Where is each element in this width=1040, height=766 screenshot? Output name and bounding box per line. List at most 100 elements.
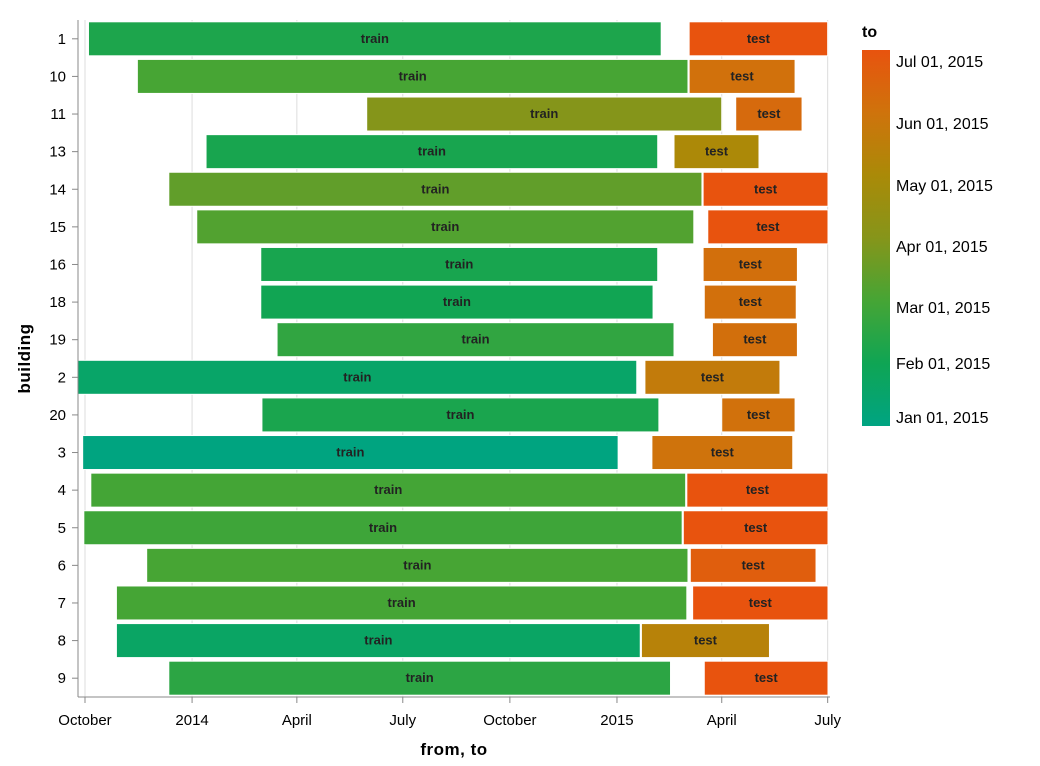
bar-label: test <box>757 106 781 121</box>
bar-label: test <box>705 144 729 159</box>
bar-test <box>688 21 829 57</box>
bar-label: train <box>418 144 446 159</box>
legend-label: Jun 01, 2015 <box>896 116 989 133</box>
bars-group: train test train test train test train test trai… <box>77 21 829 696</box>
y-tick-label: 2 <box>58 369 66 386</box>
bar-label: train <box>446 407 474 422</box>
bar-train <box>115 585 688 621</box>
bar-test <box>702 171 829 207</box>
bar-label: train <box>403 557 431 572</box>
bar-test <box>707 209 829 245</box>
bar-label: train <box>461 332 489 347</box>
bar-label: train <box>530 106 558 121</box>
bar-label: train <box>369 520 397 535</box>
y-tick-label: 5 <box>58 520 66 537</box>
bar-label: test <box>749 595 773 610</box>
x-tick-label: July <box>389 712 416 729</box>
bar-label: test <box>739 256 763 271</box>
bar-label: test <box>746 482 770 497</box>
bar-train <box>82 435 619 471</box>
bar-label: train <box>343 369 371 384</box>
bar-train <box>196 209 695 245</box>
bar-train <box>205 134 659 170</box>
x-tick-label: October <box>58 712 111 729</box>
bar-train <box>260 246 659 282</box>
x-tick-label: April <box>282 712 312 729</box>
bar-train <box>90 472 687 508</box>
bar-train <box>87 21 662 57</box>
y-tick-label: 9 <box>58 670 66 687</box>
bar-label: test <box>711 445 735 460</box>
legend-label: May 01, 2015 <box>896 178 993 195</box>
bar-label: test <box>739 294 763 309</box>
bar-label: train <box>443 294 471 309</box>
bar-label: test <box>747 31 771 46</box>
y-tick-label: 1 <box>58 31 66 48</box>
grid-lines <box>84 20 829 697</box>
legend-label: Jan 01, 2015 <box>896 410 989 427</box>
x-tick-label: April <box>707 712 737 729</box>
y-tick-label: 19 <box>49 332 66 349</box>
legend-label: Jul 01, 2015 <box>896 54 983 71</box>
y-tick-label: 14 <box>49 181 66 198</box>
y-axis-title: building <box>15 323 34 393</box>
y-tick-label: 3 <box>58 445 66 462</box>
y-tick-label: 11 <box>50 106 66 123</box>
x-tick-label: October <box>483 712 536 729</box>
bar-label: test <box>755 670 779 685</box>
bar-test <box>692 585 829 621</box>
y-tick-label: 18 <box>49 294 66 311</box>
bar-test <box>644 359 781 395</box>
bar-test <box>721 397 796 433</box>
bar-test <box>689 547 817 583</box>
bar-label: test <box>756 219 780 234</box>
bar-label: test <box>694 633 718 648</box>
bar-test <box>651 435 794 471</box>
bar-label: train <box>445 256 473 271</box>
bar-train <box>168 171 703 207</box>
y-tick-label: 4 <box>58 482 66 499</box>
bar-test <box>703 660 829 696</box>
bar-label: train <box>421 181 449 196</box>
bar-train <box>260 284 654 320</box>
x-tick-label: 2015 <box>600 712 633 729</box>
bar-test <box>686 472 829 508</box>
bar-train <box>146 547 689 583</box>
x-axis-title: from, to <box>420 740 487 759</box>
bar-label: train <box>361 31 389 46</box>
bar-train <box>115 623 641 659</box>
bar-train <box>136 58 689 94</box>
bar-label: test <box>731 68 755 83</box>
legend-label: Apr 01, 2015 <box>896 239 988 256</box>
y-tick-label: 20 <box>49 407 66 424</box>
bar-test <box>673 134 760 170</box>
bar-label: test <box>701 369 725 384</box>
bar-test <box>711 322 798 358</box>
bar-label: test <box>747 407 771 422</box>
legend-label: Mar 01, 2015 <box>896 300 990 317</box>
bar-train <box>366 96 723 132</box>
x-tick-label: July <box>814 712 841 729</box>
bar-label: test <box>754 181 778 196</box>
bar-train <box>168 660 672 696</box>
y-tick-label: 10 <box>49 68 66 85</box>
bar-label: test <box>742 557 766 572</box>
y-tick-label: 8 <box>58 633 66 650</box>
bar-label: test <box>743 332 767 347</box>
bar-label: train <box>374 482 402 497</box>
bar-test <box>688 58 796 94</box>
y-tick-label: 6 <box>58 557 66 574</box>
bar-label: train <box>399 68 427 83</box>
bar-test <box>682 510 829 546</box>
color-legend: to Jul 01, 2015 Jun 01, 2015 May 01, 2015 A… <box>862 24 993 427</box>
x-tick-label: 2014 <box>175 712 208 729</box>
y-tick-label: 13 <box>49 144 66 161</box>
bar-train <box>83 510 683 546</box>
bar-label: train <box>364 633 392 648</box>
legend-title: to <box>862 24 877 41</box>
legend-label: Feb 01, 2015 <box>896 356 990 373</box>
bar-label: train <box>336 445 364 460</box>
y-tick-label: 16 <box>49 256 66 273</box>
bar-label: test <box>744 520 768 535</box>
